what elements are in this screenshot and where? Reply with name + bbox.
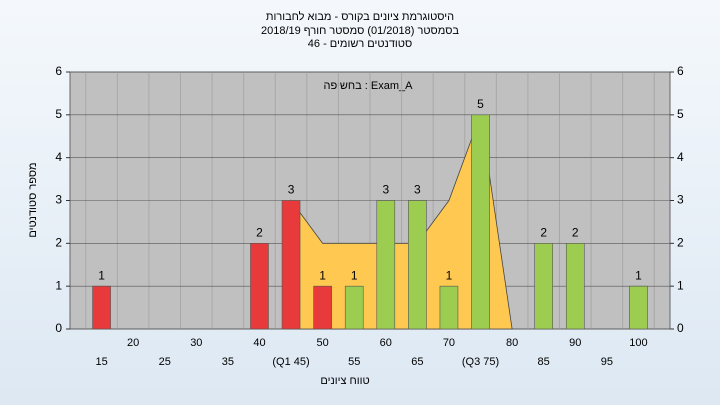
x-tick-label: 40 [253,337,265,349]
y-tick-label: 5 [55,107,62,121]
data-label: 2 [540,226,547,240]
bar [376,200,396,330]
x-tick-label: 15 [95,356,107,368]
data-label: 2 [256,226,263,240]
x-tick-label: 85 [538,356,550,368]
bar [408,200,427,330]
bar [439,285,459,330]
y-axis-label: מספר סטודנטים [27,162,39,237]
data-label: 3 [288,183,295,197]
x-tick-label: 50 [317,337,329,349]
x-tick-label: 60 [380,337,392,349]
x-tick-label: 55 [348,356,360,368]
bar [281,200,301,330]
data-label: 1 [351,268,358,282]
chart-subtitle: בסמסטר (01/2018) סמסטר חורף 2018/19 [261,25,459,37]
area [290,114,513,330]
data-label: 3 [382,183,389,197]
y-tick-label: 4 [55,150,62,164]
x-tick-label: 65 [411,356,423,368]
data-label: 1 [446,268,453,282]
y2-tick-label: 0 [677,321,684,335]
bar [313,285,332,330]
x-tick-label: 90 [569,337,581,349]
x-tick-label: 70 [443,337,455,349]
y-tick-label: 2 [55,236,62,250]
data-label: 1 [98,268,105,282]
x-tick-label: (Q3 75) [462,356,499,368]
y2-tick-label: 6 [677,64,684,78]
bar [565,243,585,330]
bar [534,243,553,330]
y2-tick-label: 5 [677,107,684,121]
annotation: בחשיפה : Exam_A [324,80,414,92]
y-tick-label: 6 [55,64,62,78]
x-axis-label: טווח ציונים [320,375,369,387]
y-tick-label: 3 [55,193,62,207]
chart-subtitle: סטודנטים רשומים - 46 [308,38,412,50]
data-label: 5 [477,97,484,111]
y2-tick-label: 4 [677,150,684,164]
y2-tick-label: 1 [677,278,684,292]
y-tick-label: 1 [55,278,62,292]
data-label: 1 [319,268,326,282]
y-tick-label: 0 [55,321,62,335]
data-label: 3 [414,183,421,197]
y2-tick-label: 3 [677,193,684,207]
x-tick-label: 20 [127,337,139,349]
x-tick-label: 35 [222,356,234,368]
x-tick-label: 95 [601,356,613,368]
x-tick-label: 25 [159,356,171,368]
x-tick-label: 80 [506,337,518,349]
bar [471,114,490,330]
bar [629,285,648,330]
x-tick-label: 100 [629,337,647,349]
data-label: 2 [572,226,579,240]
bar [92,285,111,330]
bar [344,285,364,330]
x-tick-label: 30 [190,337,202,349]
data-label: 1 [635,268,642,282]
chart-title: היסטוגרמת ציונים בקורס - מבוא לחבורות [266,10,454,23]
bar [250,243,269,330]
y2-tick-label: 2 [677,236,684,250]
x-tick-label: (Q1 45) [272,356,309,368]
